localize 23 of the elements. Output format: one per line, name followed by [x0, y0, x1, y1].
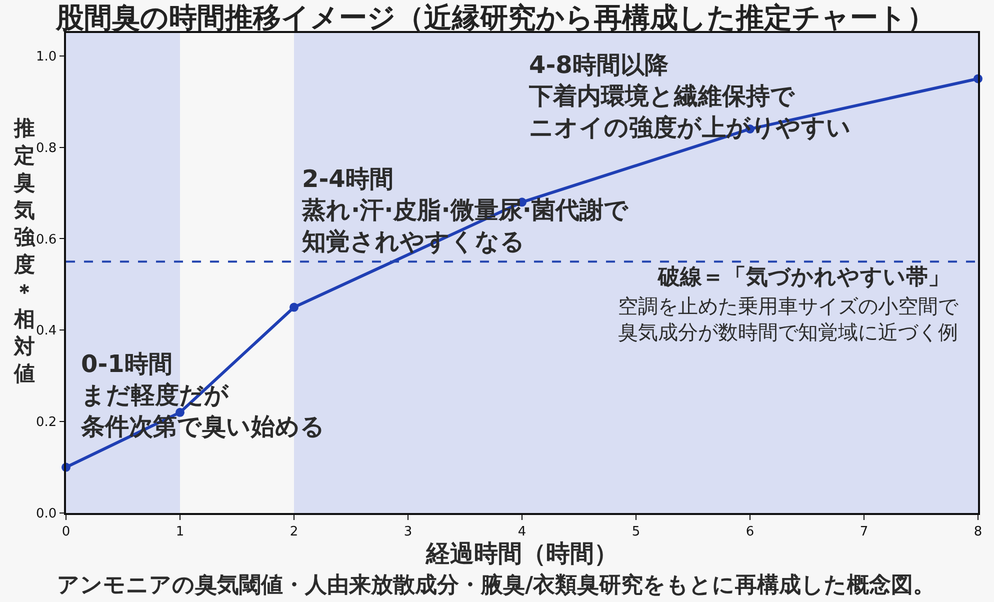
- y-tick-label: 0.4: [36, 324, 57, 339]
- text: 推定臭気強度＊相対値: [14, 116, 35, 386]
- x-tick-label: 4: [518, 524, 526, 540]
- x-tick-label: 0: [62, 524, 70, 540]
- x-axis-title: 経過時間（時間）: [425, 539, 618, 568]
- y-tick-label: 0.8: [36, 140, 57, 156]
- y-tick-label: 0.0: [36, 506, 57, 522]
- y-tick-label: 1.0: [36, 49, 57, 64]
- point: [290, 302, 298, 312]
- x-tick-label: 7: [860, 524, 868, 540]
- point: [176, 408, 184, 417]
- x-tick-label: 2: [290, 524, 298, 540]
- x-tick-label: 8: [974, 524, 982, 540]
- x-tick-label: 1: [176, 524, 184, 540]
- y-tick-label: 0.2: [36, 415, 57, 430]
- annotation: 空調を止めた乗用車サイズの小空間で臭気成分が数時間で知覚域に近づく例: [618, 294, 959, 344]
- x-tick-label: 6: [746, 524, 754, 540]
- chart-title: 股間臭の時間推移イメージ（近縁研究から再構成した推定チャート）: [55, 0, 936, 34]
- ref-line-label: 破線＝「気づかれやすい帯」: [657, 265, 950, 290]
- x-tick-label: 3: [404, 524, 412, 540]
- x-tick-label: 5: [632, 524, 640, 540]
- y-tick-label: 0.6: [36, 232, 57, 248]
- text: アンモニアの臭気閾値・人由来放散成分・腋臭/衣類臭研究をもとに再構成した概念図。: [57, 572, 936, 598]
